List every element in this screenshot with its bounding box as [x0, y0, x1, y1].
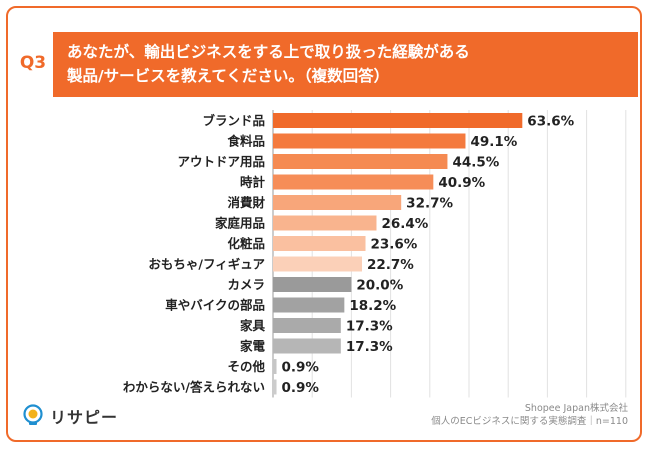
chart-value-label: 40.9% [438, 175, 485, 191]
chart-bar [273, 338, 341, 354]
chart-category-label: 家庭用品 [215, 216, 265, 231]
chart-category-label: おもちゃ/フィギュア [148, 257, 265, 272]
chart-bar [273, 236, 366, 251]
chart-value-label: 17.3% [346, 339, 393, 355]
source-footer: Shopee Japan株式会社 個人のECビジネスに関する実態調査｜n=110 [431, 402, 628, 428]
chart-bar [273, 215, 377, 231]
chart-category-labels: ブランド品食料品アウトドア用品時計消費財家庭用品化粧品おもちゃ/フィギュアカメラ… [123, 113, 266, 395]
brand-logo-text: リサピー [50, 408, 119, 427]
chart-category-label: わからない/答えられない [123, 380, 265, 395]
chart-bar [273, 174, 434, 190]
chart-value-label: 44.5% [452, 155, 499, 171]
chart-category-label: 家具 [240, 318, 266, 333]
chart-value-label: 26.4% [381, 216, 428, 232]
chart-value-label: 17.3% [346, 319, 393, 335]
chart-value-labels: 63.6% 49.1% 44.5% 40.9% 32.7% 26.4% 23.6% 22.7%… [282, 114, 575, 397]
chart-category-label: 化粧品 [227, 236, 265, 251]
chart-bars [273, 113, 523, 395]
chart-bar [273, 359, 277, 374]
brand-logo: リサピー [22, 404, 118, 428]
chart-category-label: 消費財 [227, 195, 265, 210]
lightbulb-logo-icon [23, 404, 43, 425]
question-number: Q3 [19, 53, 47, 73]
chart-bar [273, 277, 352, 292]
question-header: Q3 あなたが、輸出ビジネスをする上で取り扱った経験がある 製品/サービスを教え… [9, 32, 638, 97]
question-title: あなたが、輸出ビジネスをする上で取り扱った経験がある 製品/サービスを教えてくだ… [67, 43, 470, 85]
chart-bar [273, 379, 277, 395]
chart-category-label: その他 [227, 359, 265, 374]
chart-category-label: カメラ [227, 277, 265, 292]
chart-value-label: 49.1% [470, 134, 517, 150]
chart-value-label: 18.2% [349, 298, 396, 314]
chart-bar [273, 113, 523, 128]
chart-category-label: 家電 [240, 339, 266, 354]
chart-bar [273, 256, 362, 272]
chart-category-label: ブランド品 [202, 113, 265, 128]
chart-gridlines [272, 110, 627, 398]
chart-category-label: 車やバイクの部品 [165, 298, 265, 313]
chart-bar [273, 297, 345, 313]
chart-bar [273, 154, 448, 169]
chart-category-label: 時計 [240, 175, 266, 190]
chart-bar [273, 133, 466, 149]
footer-company: Shopee Japan株式会社 [524, 403, 628, 414]
chart-value-label: 22.7% [367, 257, 414, 273]
footer-survey-info: 個人のECビジネスに関する実態調査｜n=110 [431, 416, 628, 427]
chart-bar [273, 318, 341, 333]
question-number-badge: Q3 [9, 32, 53, 97]
chart-category-label: 食料品 [226, 134, 265, 149]
chart-bar [273, 195, 402, 210]
chart-value-label: 63.6% [527, 114, 574, 130]
chart-value-label: 20.0% [356, 278, 403, 294]
chart-category-label: アウトドア用品 [177, 154, 265, 169]
chart-value-label: 0.9% [282, 360, 320, 376]
chart-value-label: 0.9% [282, 380, 320, 396]
chart-value-label: 32.7% [406, 196, 453, 212]
chart-value-label: 23.6% [371, 237, 418, 253]
